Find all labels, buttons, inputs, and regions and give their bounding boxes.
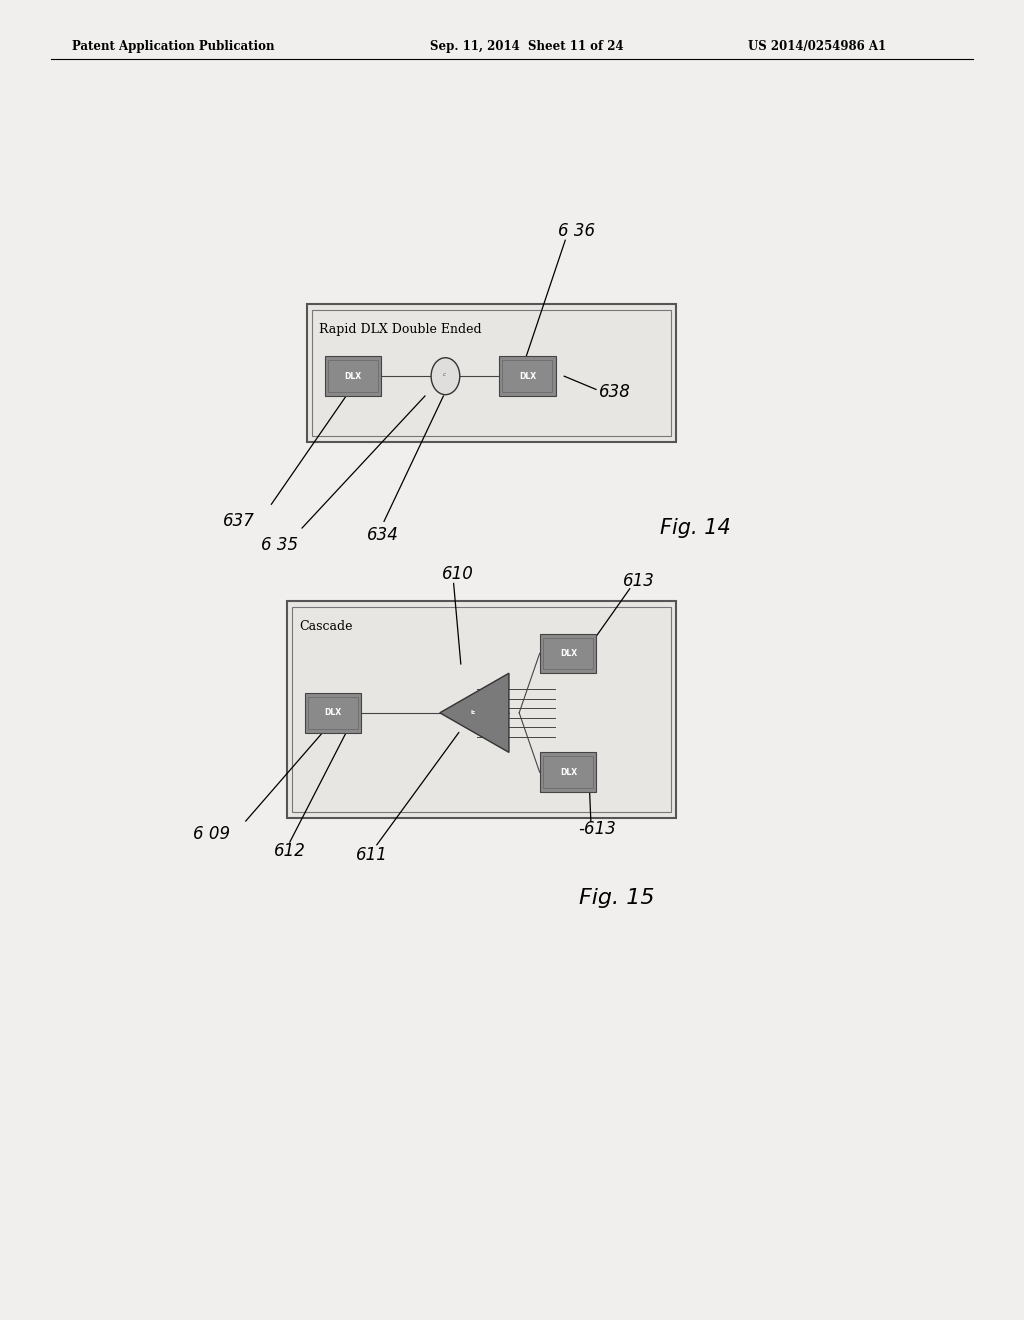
Text: Rapid DLX Double Ended: Rapid DLX Double Ended bbox=[319, 323, 482, 337]
Text: 611: 611 bbox=[356, 846, 388, 865]
Bar bbox=[287, 601, 676, 818]
Bar bbox=[328, 360, 378, 392]
Text: lc: lc bbox=[470, 710, 476, 715]
Bar bbox=[541, 634, 597, 673]
Bar bbox=[312, 310, 671, 436]
Text: 638: 638 bbox=[599, 383, 631, 401]
Text: DLX: DLX bbox=[560, 768, 577, 776]
Circle shape bbox=[431, 358, 460, 395]
Bar bbox=[307, 304, 676, 442]
Text: Fig. 15: Fig. 15 bbox=[579, 887, 654, 908]
Bar bbox=[325, 356, 381, 396]
Text: Fig. 14: Fig. 14 bbox=[660, 517, 731, 539]
Bar bbox=[544, 638, 594, 669]
Bar bbox=[544, 756, 594, 788]
Text: DLX: DLX bbox=[560, 649, 577, 657]
Bar bbox=[307, 697, 358, 729]
Text: DLX: DLX bbox=[519, 372, 536, 380]
Text: Sep. 11, 2014  Sheet 11 of 24: Sep. 11, 2014 Sheet 11 of 24 bbox=[430, 40, 624, 53]
Text: c: c bbox=[443, 372, 445, 378]
Text: -613: -613 bbox=[579, 820, 616, 838]
Bar bbox=[500, 356, 555, 396]
Bar bbox=[292, 607, 671, 812]
Bar bbox=[541, 752, 597, 792]
Text: 634: 634 bbox=[367, 525, 398, 544]
Polygon shape bbox=[440, 673, 509, 752]
Text: 6 36: 6 36 bbox=[558, 222, 595, 240]
Text: 612: 612 bbox=[274, 842, 306, 861]
Text: DLX: DLX bbox=[325, 709, 341, 717]
Text: US 2014/0254986 A1: US 2014/0254986 A1 bbox=[748, 40, 886, 53]
Text: 613: 613 bbox=[623, 572, 654, 590]
Text: 6 09: 6 09 bbox=[193, 825, 229, 843]
Text: 637: 637 bbox=[223, 512, 255, 531]
Text: 610: 610 bbox=[442, 565, 474, 583]
Text: Cascade: Cascade bbox=[299, 620, 352, 634]
Bar bbox=[305, 693, 360, 733]
Text: Patent Application Publication: Patent Application Publication bbox=[72, 40, 274, 53]
Text: 6 35: 6 35 bbox=[261, 536, 298, 554]
Bar bbox=[502, 360, 553, 392]
Text: DLX: DLX bbox=[345, 372, 361, 380]
